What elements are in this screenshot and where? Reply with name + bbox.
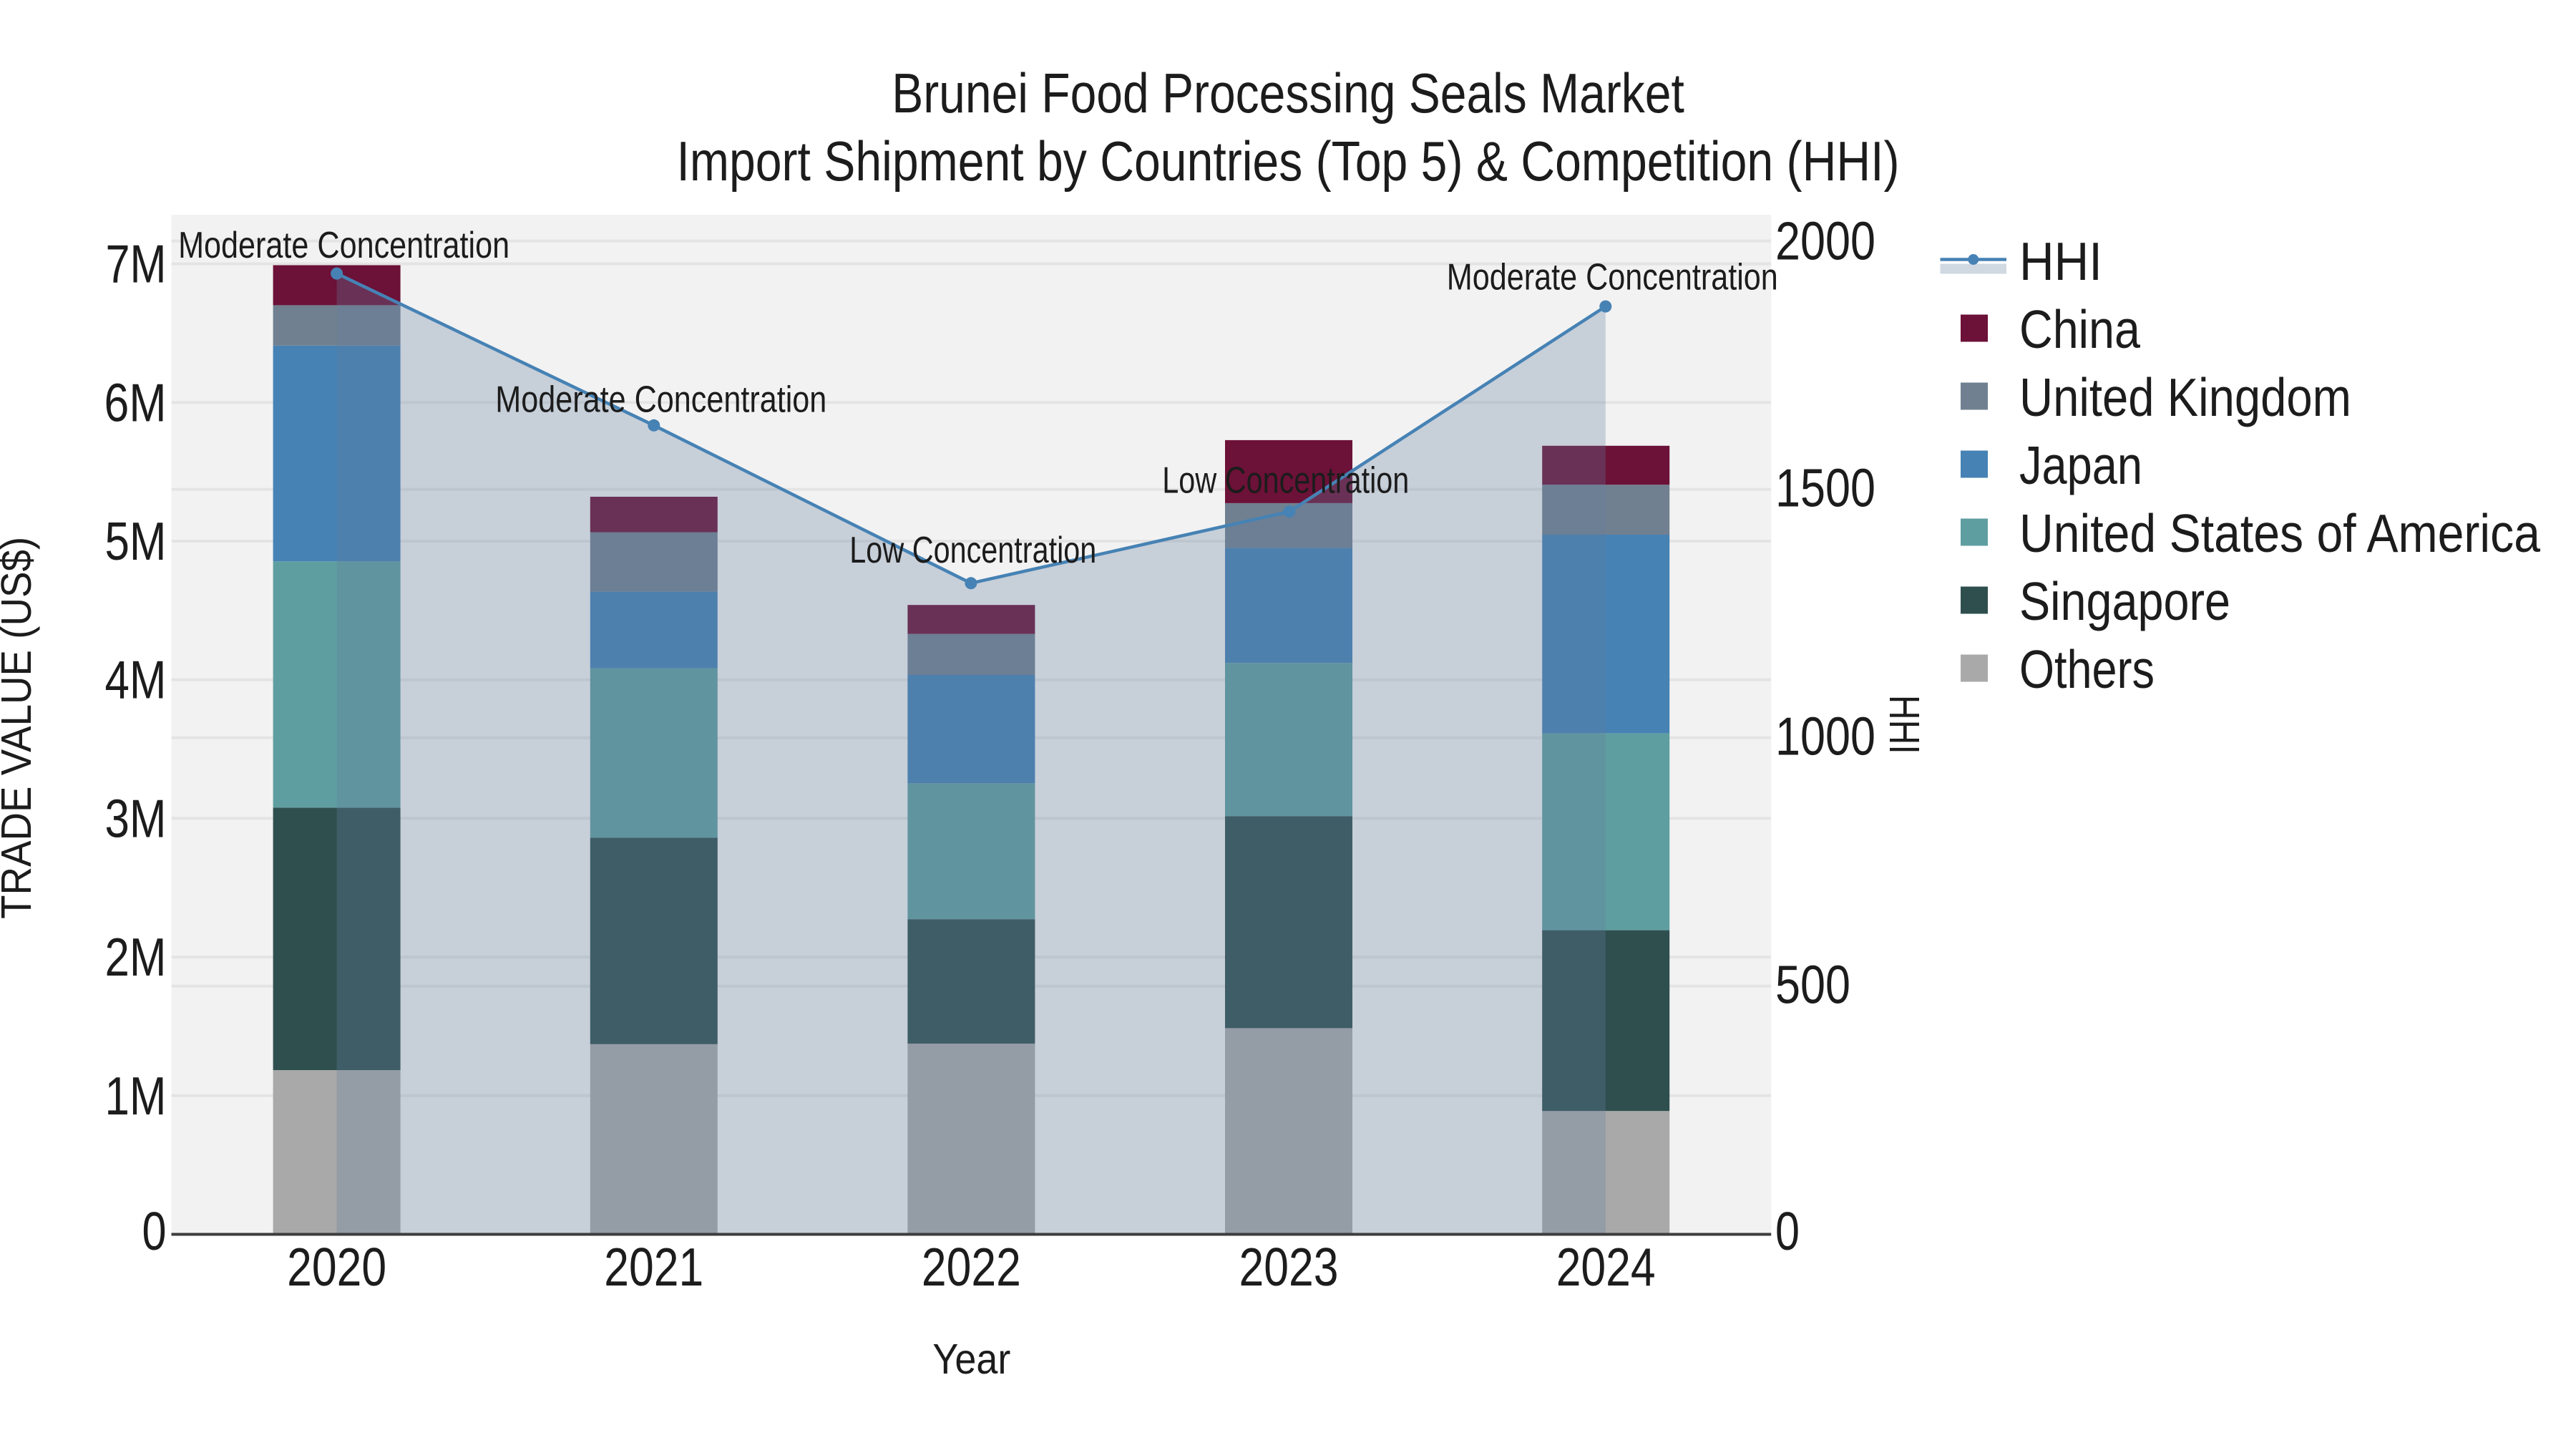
svg-text:Singapore: Singapore	[2019, 571, 2230, 631]
svg-text:2020: 2020	[287, 1237, 386, 1297]
svg-text:Import Shipment by Countries (: Import Shipment by Countries (Top 5) & C…	[677, 130, 1900, 193]
svg-text:0: 0	[1775, 1201, 1800, 1261]
svg-text:Year: Year	[932, 1336, 1010, 1383]
svg-text:2024: 2024	[1556, 1237, 1656, 1297]
svg-text:HHI: HHI	[2019, 231, 2102, 291]
svg-text:3M: 3M	[105, 788, 167, 848]
svg-text:Others: Others	[2019, 639, 2155, 699]
svg-text:United States of America: United States of America	[2019, 503, 2540, 563]
svg-text:Moderate Concentration: Moderate Concentration	[495, 379, 826, 420]
svg-text:6M: 6M	[104, 372, 167, 432]
svg-text:2M: 2M	[105, 927, 167, 987]
svg-text:Moderate Concentration: Moderate Concentration	[178, 225, 509, 266]
svg-text:1M: 1M	[105, 1066, 167, 1126]
svg-text:5M: 5M	[105, 511, 167, 571]
svg-text:500: 500	[1775, 955, 1850, 1015]
svg-text:2021: 2021	[604, 1237, 703, 1297]
svg-text:Low Concentration: Low Concentration	[849, 530, 1096, 571]
svg-text:Moderate Concentration: Moderate Concentration	[1447, 257, 1778, 298]
svg-text:Low Concentration: Low Concentration	[1162, 460, 1409, 501]
svg-text:1500: 1500	[1775, 458, 1875, 518]
svg-text:0: 0	[142, 1201, 167, 1261]
svg-text:1000: 1000	[1775, 706, 1875, 767]
svg-text:7M: 7M	[106, 234, 167, 294]
svg-text:Japan: Japan	[2019, 435, 2142, 495]
svg-text:2023: 2023	[1239, 1237, 1339, 1297]
svg-text:China: China	[2019, 299, 2140, 359]
svg-text:Brunei Food Processing Seals M: Brunei Food Processing Seals Market	[892, 62, 1684, 125]
svg-text:2000: 2000	[1775, 211, 1875, 271]
svg-text:HHI: HHI	[1880, 695, 1928, 754]
svg-text:2022: 2022	[922, 1237, 1021, 1297]
svg-text:United Kingdom: United Kingdom	[2019, 367, 2351, 427]
svg-text:TRADE VALUE (US$): TRADE VALUE (US$)	[0, 537, 40, 919]
svg-text:4M: 4M	[105, 650, 167, 710]
